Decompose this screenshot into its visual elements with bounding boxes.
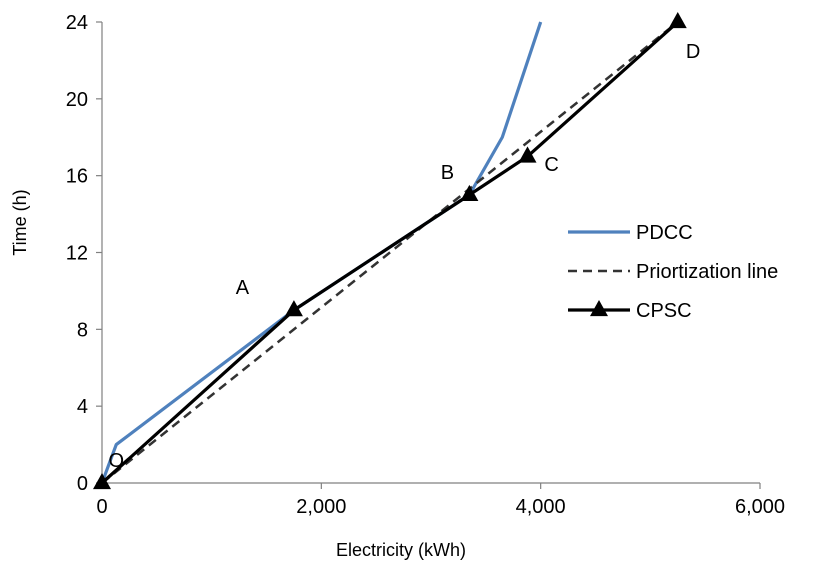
data-point-cpsc (93, 472, 111, 490)
series-layer (93, 11, 687, 490)
legend: PDCC Priortization line CPSC (568, 222, 778, 322)
y-tick-label: 16 (66, 166, 88, 188)
axes: 0 4 8 12 16 20 24 0 2,000 4,000 6,000 (66, 12, 785, 518)
point-label-a: A (236, 277, 250, 299)
x-tick-label: 4,000 (516, 496, 566, 518)
y-tick-label: 0 (77, 473, 88, 495)
legend-label-pdcc: PDCC (636, 222, 693, 244)
series-line-priortization-line (101, 21, 679, 484)
series-cpsc (93, 11, 687, 490)
x-axis-title: Electricity (kWh) (336, 540, 466, 560)
y-axis-title: Time (h) (10, 189, 30, 255)
x-tick-label: 2,000 (296, 496, 346, 518)
point-label-b: B (441, 162, 454, 184)
data-point-cpsc (460, 184, 479, 202)
x-tick-label: 6,000 (735, 496, 785, 518)
x-tick-label: 0 (96, 496, 107, 518)
y-tick-label: 24 (66, 12, 88, 34)
legend-label-cpsc: CPSC (636, 300, 692, 322)
data-point-cpsc (284, 300, 303, 317)
y-tick-label: 20 (66, 89, 88, 111)
legend-label-priortization-line: Priortization line (636, 261, 778, 283)
series-pdcc (100, 21, 543, 484)
annotation-layer: O A B C D (108, 41, 700, 472)
y-tick-label: 4 (77, 396, 88, 418)
series-line-pdcc (100, 21, 543, 484)
y-tick-label: 8 (77, 319, 88, 341)
data-point-cpsc (668, 11, 687, 29)
series-priortization-line (101, 21, 679, 484)
legend-marker-cpsc (590, 299, 608, 317)
y-tick-label: 12 (66, 243, 88, 265)
point-label-d: D (686, 41, 700, 63)
data-point-cpsc (518, 146, 537, 163)
point-label-o: O (108, 450, 124, 472)
point-label-c: C (544, 154, 558, 176)
